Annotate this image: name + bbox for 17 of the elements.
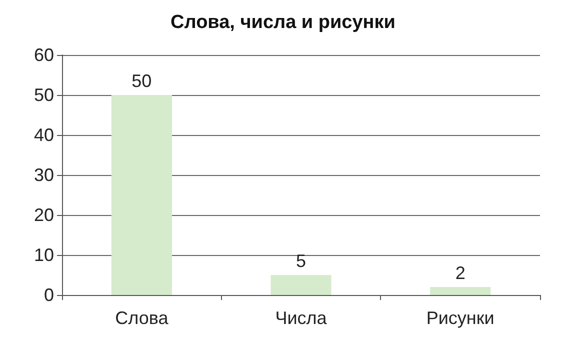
x-tick-label: Рисунки	[426, 308, 494, 328]
y-tick-label: 60	[34, 45, 54, 65]
y-tick-label: 50	[34, 85, 54, 105]
y-tick-label: 40	[34, 125, 54, 145]
bar	[111, 95, 172, 295]
x-tick-label: Числа	[275, 308, 328, 328]
bar	[430, 287, 491, 295]
y-tick-label: 30	[34, 165, 54, 185]
chart-title: Слова, числа и рисунки	[170, 12, 396, 33]
data-label: 2	[455, 263, 466, 283]
y-tick-label: 10	[34, 245, 54, 265]
y-tick-label: 0	[44, 285, 54, 305]
data-label: 50	[132, 71, 152, 91]
data-label: 5	[296, 251, 306, 271]
y-tick-label: 20	[34, 205, 54, 225]
bar	[270, 275, 332, 295]
x-tick-label: Слова	[115, 308, 170, 328]
